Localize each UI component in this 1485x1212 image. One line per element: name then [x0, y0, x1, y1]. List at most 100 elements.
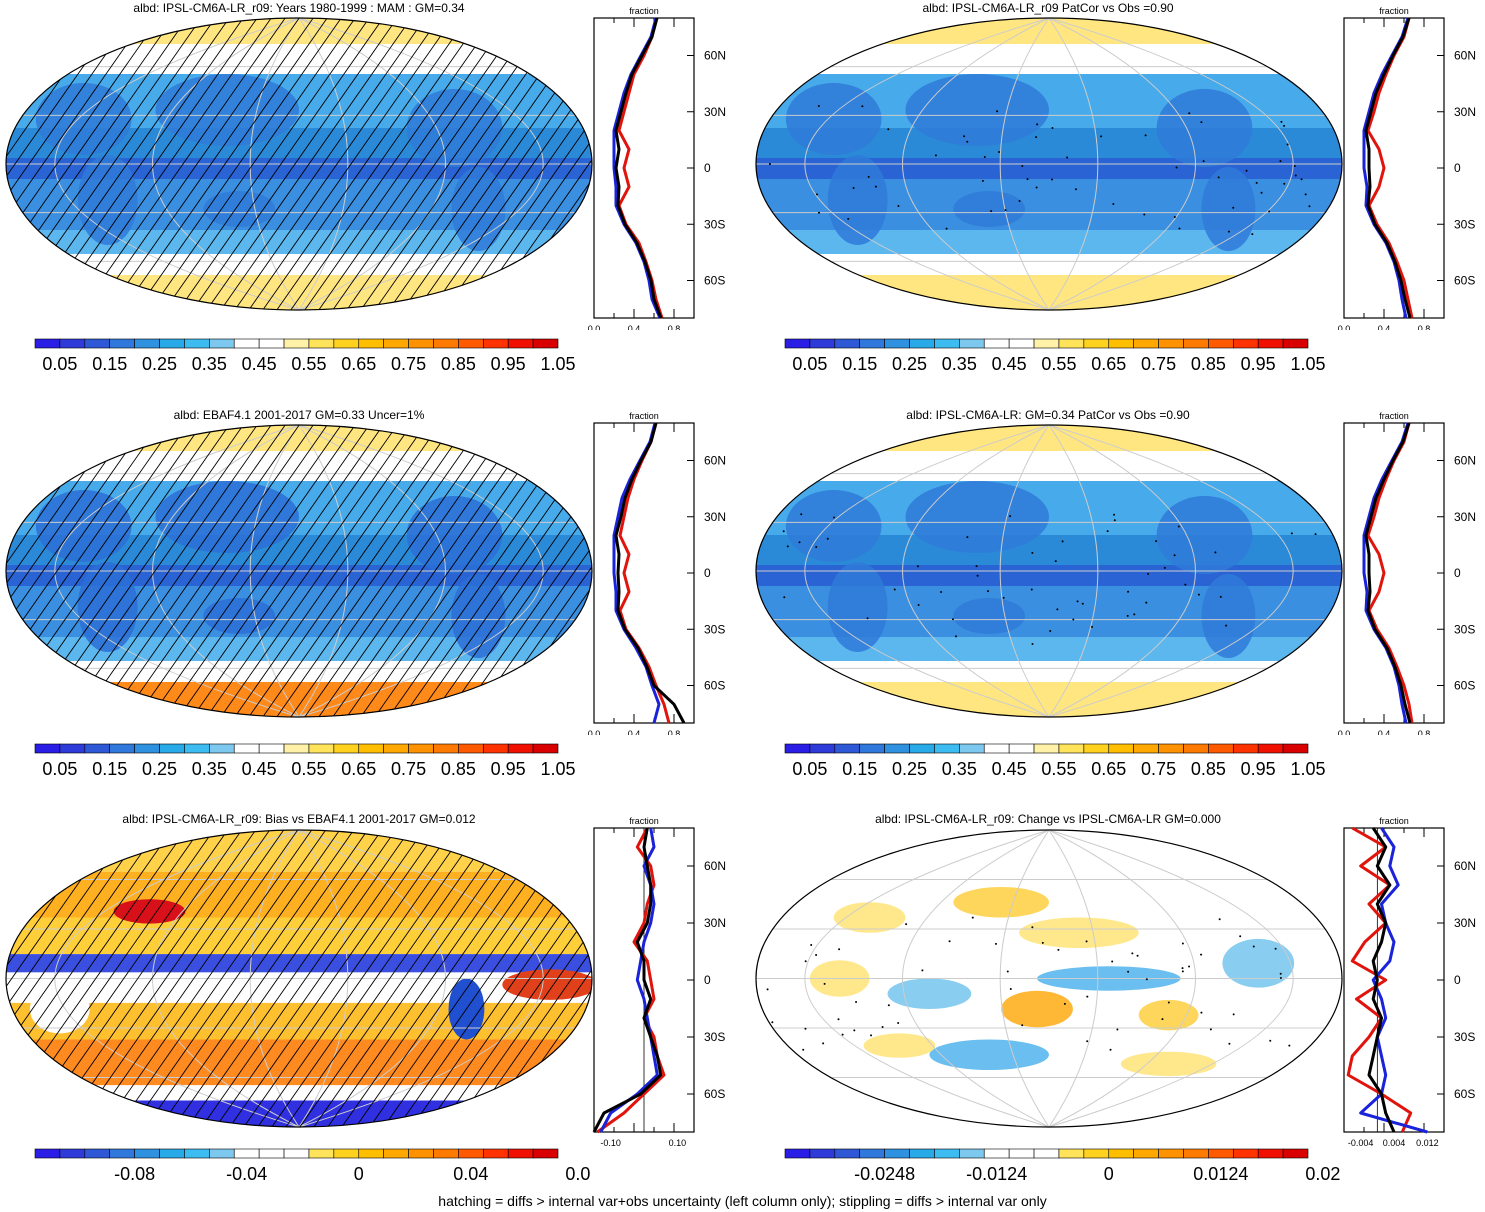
colorbar-label: 0.55 [291, 759, 326, 779]
map-title-3: albd: EBAF4.1 2001-2017 GM=0.33 Uncer=1% [173, 408, 425, 422]
colorbar-box [1133, 743, 1159, 754]
colorbar-label: 0.05 [42, 354, 77, 374]
map-title-6: albd: IPSL-CM6A-LR_r09: Change vs IPSL-C… [875, 812, 1221, 826]
map-band [756, 275, 1342, 310]
map-land [451, 574, 506, 658]
profile-lat-label: 30S [704, 622, 725, 636]
map-land [35, 83, 132, 155]
profile-frame [593, 17, 695, 319]
profile-x-label: 0.4 [628, 324, 641, 330]
colorbar-1: 0.05 0.15 0.25 0.35 0.45 0.55 0.65 0.75 0.85 0.95… [34, 338, 576, 374]
map-land [155, 481, 299, 553]
map-blob [113, 899, 186, 924]
footer-note: hatching = diffs > internal var+obs unce… [438, 1193, 1047, 1209]
colorbar-label: 0.45 [242, 354, 277, 374]
profile-series-line [596, 827, 666, 1134]
colorbar-label: 1.05 [540, 354, 575, 374]
colorbar-label: -0.04 [226, 1164, 267, 1184]
map-land [905, 74, 1049, 146]
colorbar-label: 0.55 [291, 354, 326, 374]
colorbar-box [959, 743, 985, 754]
colorbar-label: 0.15 [842, 354, 877, 374]
colorbar-box [909, 743, 935, 754]
profile-x-label: 0.0 [1338, 324, 1351, 330]
colorbar-box [507, 743, 534, 754]
colorbar-box [859, 1148, 885, 1159]
map-patch [1120, 1051, 1217, 1077]
profile-series-line [1367, 827, 1396, 1133]
map-outline [5, 829, 593, 1128]
map-title-1: albd: IPSL-CM6A-LR_r09: Years 1980-1999 … [133, 1, 465, 15]
colorbar-label: 0.65 [1091, 354, 1126, 374]
map-land [203, 598, 276, 634]
colorbar-box [283, 743, 310, 754]
map-land [1156, 89, 1253, 167]
colorbar-label: 0.75 [391, 354, 426, 374]
colorbar-label: 0.25 [142, 759, 177, 779]
colorbar-box [507, 1148, 534, 1159]
colorbar-box [308, 743, 335, 754]
colorbar-label: 0.95 [1241, 759, 1276, 779]
map-6 [755, 829, 1343, 1128]
map-outline [5, 17, 593, 311]
profile-lat-label: 30S [704, 217, 725, 231]
profile-lat-label: 60N [1454, 454, 1476, 468]
map-band [756, 254, 1342, 275]
profile-x-label: 0.10 [669, 1138, 687, 1148]
map-patch [929, 1039, 1049, 1070]
colorbar-box [959, 1148, 985, 1159]
colorbar-box [959, 338, 985, 349]
colorbar-label: -0.0248 [854, 1164, 915, 1184]
profile-lat-label: 30N [1454, 105, 1476, 119]
profile-x-label: 0.4 [1378, 729, 1391, 735]
colorbar-box [209, 743, 235, 754]
colorbar-3: 0.05 0.15 0.25 0.35 0.45 0.55 0.65 0.75 0.85 0.95… [34, 743, 576, 779]
colorbar-box [1058, 338, 1085, 349]
colorbar-box [283, 338, 310, 349]
colorbar-label: 0.65 [341, 354, 376, 374]
colorbar-box [258, 338, 285, 349]
colorbar-box [184, 338, 210, 349]
profile-lat-label: 0 [704, 161, 711, 175]
colorbar-label: 0.35 [192, 354, 227, 374]
colorbar-label: 1.05 [1290, 354, 1325, 374]
profile-title: fraction [1379, 411, 1409, 421]
colorbar-box [134, 338, 160, 349]
profile-lat-label: 60S [1454, 1087, 1475, 1101]
profile-lat-label: 30S [1454, 217, 1475, 231]
colorbar-box [1183, 338, 1209, 349]
map-graticule [756, 18, 1342, 310]
colorbar-label: 0.65 [341, 759, 376, 779]
colorbar-box [784, 338, 811, 349]
colorbar-label: 0.25 [892, 759, 927, 779]
profile-x-label: 0.8 [668, 324, 681, 330]
colorbar-box [1033, 743, 1060, 754]
colorbar-box [433, 338, 459, 349]
colorbar-box [258, 1148, 285, 1159]
map-outline [5, 424, 593, 718]
map-band [756, 451, 1342, 481]
colorbar-label: 1.05 [1290, 759, 1325, 779]
map-patch [833, 902, 906, 933]
map-land [77, 562, 138, 652]
colorbar-box [383, 338, 409, 349]
colorbar-box [333, 743, 360, 754]
colorbar-box [859, 338, 885, 349]
colorbar-box [983, 743, 1010, 754]
map-band [6, 682, 592, 717]
map-land [905, 481, 1049, 553]
profile-1: fraction 60N 30N 0 30S 60S 0.0 0.4 0.8 [588, 6, 726, 330]
colorbar-label: 0.85 [441, 354, 476, 374]
colorbar-box [59, 743, 86, 754]
profile-x-label: 0.8 [668, 729, 681, 735]
colorbar-box [909, 1148, 935, 1159]
map-land [451, 167, 506, 251]
colorbar-box [532, 338, 559, 349]
profile-series-line [1366, 422, 1414, 724]
profile-title: fraction [1379, 816, 1409, 826]
map-patch [1001, 990, 1073, 1028]
colorbar-box [1282, 338, 1309, 349]
profile-lat-label: 0 [704, 566, 711, 580]
colorbar-box [308, 1148, 335, 1159]
colorbar-box [1083, 743, 1110, 754]
